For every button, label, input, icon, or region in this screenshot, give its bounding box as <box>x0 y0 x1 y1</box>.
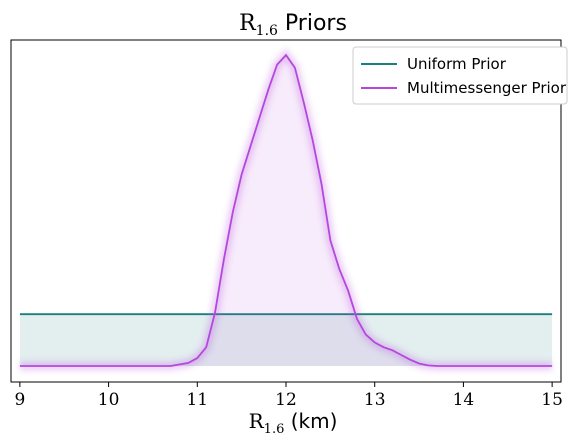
xlabel-text: (km) <box>284 409 337 433</box>
chart-title: R1.6 Priors <box>239 11 347 39</box>
xlabel-symbol: R <box>249 409 265 433</box>
x-tick-label: 14 <box>453 390 475 410</box>
title-symbol: R <box>239 11 257 36</box>
legend: Uniform Prior Multimessenger Prior <box>352 46 568 105</box>
x-ticks: 9 10 11 12 13 14 15 <box>14 382 563 410</box>
x-tick-label: 15 <box>541 390 563 410</box>
title-subscript: 1.6 <box>256 23 278 39</box>
x-tick-label: 9 <box>14 390 25 410</box>
x-tick-label: 10 <box>98 390 120 410</box>
x-tick-label: 12 <box>275 390 297 410</box>
legend-box <box>352 46 568 105</box>
x-axis-label: R1.6 (km) <box>249 409 338 437</box>
series-fill-multimessenger <box>19 55 553 366</box>
legend-label-uniform: Uniform Prior <box>407 55 507 73</box>
plot-area <box>19 47 553 371</box>
legend-label-multimessenger: Multimessenger Prior <box>407 79 567 97</box>
xlabel-subscript: 1.6 <box>264 422 285 437</box>
x-tick-label: 11 <box>186 390 208 410</box>
series-fill-uniform <box>19 314 553 366</box>
x-tick-label: 13 <box>364 390 386 410</box>
title-text: Priors <box>278 11 347 36</box>
series-line-multimessenger <box>19 53 553 367</box>
